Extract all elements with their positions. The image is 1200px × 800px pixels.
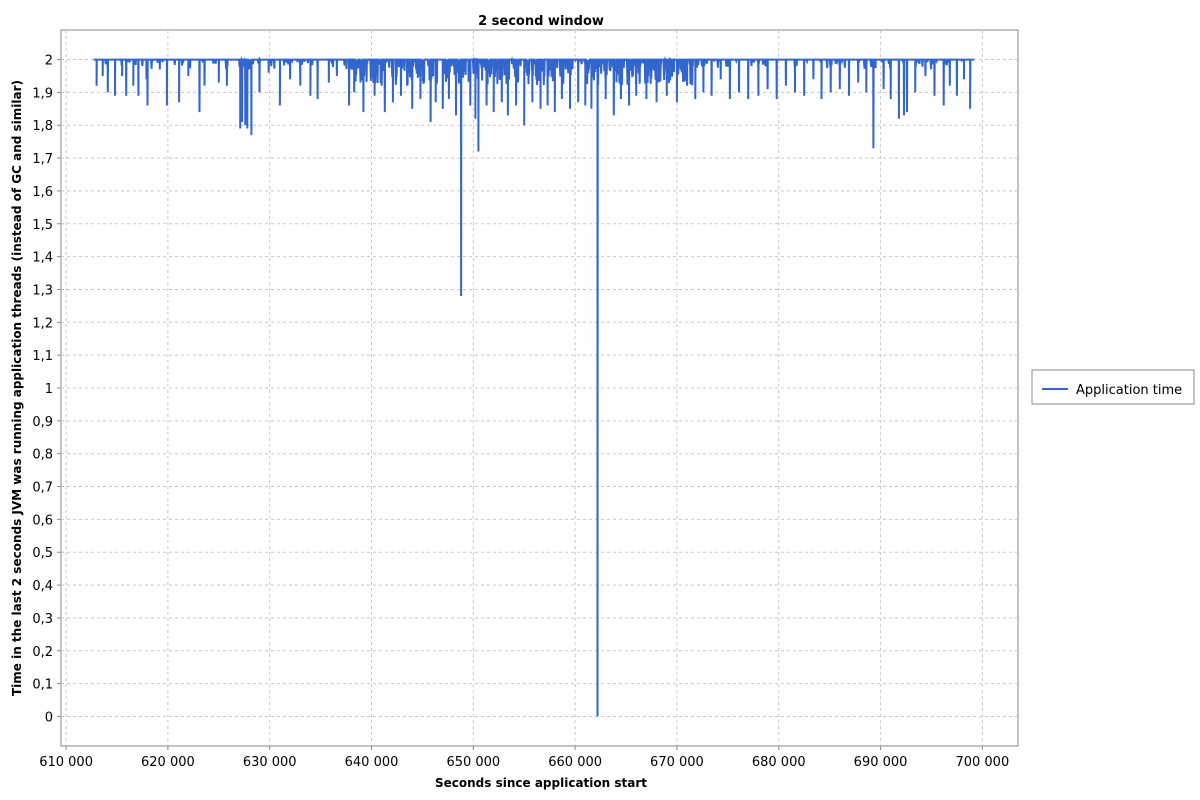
y-tick-label: 1,5 — [32, 218, 53, 233]
x-tick-label: 690 000 — [854, 755, 908, 770]
x-tick-label: 650 000 — [446, 755, 500, 770]
y-tick-label: 0,2 — [32, 645, 53, 660]
y-tick-label: 2 — [45, 54, 53, 69]
x-tick-label: 610 000 — [39, 755, 93, 770]
x-tick-label: 660 000 — [548, 755, 602, 770]
y-tick-label: 1,7 — [32, 152, 53, 167]
x-tick-label: 680 000 — [752, 755, 806, 770]
y-tick-label: 1,8 — [32, 119, 53, 134]
y-axis-title: Time in the last 2 seconds JVM was runni… — [10, 80, 24, 696]
y-tick-label: 0,7 — [32, 481, 53, 496]
y-tick-label: 0,8 — [32, 448, 53, 463]
x-axis-title: Seconds since application start — [435, 776, 647, 790]
y-tick-label: 0,3 — [32, 612, 53, 627]
y-tick-label: 1,1 — [32, 349, 53, 364]
y-tick-label: 0 — [45, 710, 53, 725]
x-tick-label: 630 000 — [243, 755, 297, 770]
y-tick-label: 1,9 — [32, 86, 53, 101]
legend-box — [1031, 369, 1195, 405]
y-tick-label: 1 — [45, 382, 53, 397]
x-axis-ticks: 610 000 620 000 630 000 640 000 650 000 660 0… — [39, 746, 1009, 770]
legend: Application time — [1031, 369, 1195, 405]
series-line-application-time — [93, 55, 975, 717]
x-tick-label: 670 000 — [650, 755, 704, 770]
plot-area — [60, 29, 1019, 747]
legend-label: Application time — [1076, 383, 1182, 398]
y-axis-ticks: 0 0,1 0,2 0,3 0,4 0,5 0,6 0,7 0,8 0,9 1 1,1 1,2 1,3 1,… — [32, 54, 61, 725]
y-tick-label: 1,6 — [32, 185, 53, 200]
chart-title: 2 second window — [478, 14, 604, 29]
y-tick-label: 1,3 — [32, 283, 53, 298]
y-tick-label: 0,6 — [32, 513, 53, 528]
x-tick-label: 700 000 — [955, 755, 1009, 770]
grid-lines — [61, 30, 1018, 746]
y-tick-label: 0,9 — [32, 415, 53, 430]
y-tick-label: 0,1 — [32, 678, 53, 693]
y-tick-label: 1,4 — [32, 251, 53, 266]
y-tick-label: 1,2 — [32, 316, 53, 331]
y-tick-label: 0,5 — [32, 546, 53, 561]
x-tick-label: 640 000 — [345, 755, 399, 770]
y-tick-label: 0,4 — [32, 579, 53, 594]
x-tick-label: 620 000 — [141, 755, 195, 770]
series-group — [93, 55, 975, 717]
